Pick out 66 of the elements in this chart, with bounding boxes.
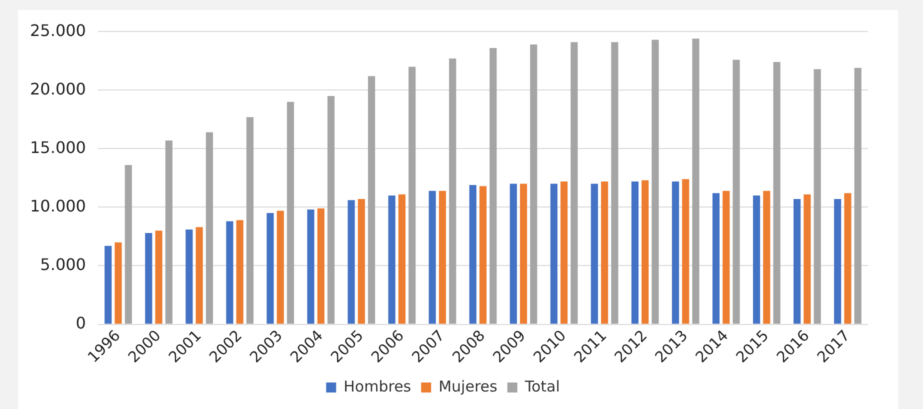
bar — [276, 210, 284, 324]
bar — [652, 40, 659, 324]
bar — [307, 210, 314, 324]
bar — [236, 220, 244, 324]
bar — [317, 208, 324, 324]
bar — [642, 180, 649, 324]
bar — [732, 60, 740, 324]
bar — [196, 227, 203, 324]
bar — [834, 199, 842, 324]
bar — [753, 196, 760, 324]
bar — [490, 48, 497, 324]
bar — [398, 194, 406, 324]
y-tick-label: 10.000 — [30, 196, 86, 216]
bar — [682, 179, 690, 324]
legend-label: Total — [524, 377, 560, 396]
bar — [428, 190, 436, 324]
bar — [358, 199, 365, 324]
bar — [155, 230, 162, 324]
bar — [246, 117, 254, 324]
bar — [165, 140, 172, 324]
bar — [804, 194, 811, 324]
y-tick-label: 25.000 — [30, 20, 86, 40]
y-tick-label: 15.000 — [30, 138, 86, 157]
bar — [104, 246, 112, 324]
bar — [814, 69, 821, 324]
bar — [114, 242, 122, 324]
bar — [611, 42, 618, 324]
bar — [560, 181, 568, 324]
bar — [145, 232, 152, 324]
bar — [692, 38, 700, 324]
bar — [449, 58, 456, 324]
bar — [124, 165, 132, 324]
bar — [266, 213, 274, 324]
bar — [631, 181, 639, 324]
y-tick-label: 0 — [76, 313, 86, 332]
bar — [570, 42, 578, 324]
bar — [388, 196, 396, 324]
bar — [186, 229, 193, 324]
bar — [348, 200, 355, 324]
bar — [469, 184, 476, 324]
bar — [590, 184, 598, 324]
y-tick-label: 5.000 — [40, 254, 86, 274]
bar — [226, 221, 234, 324]
bar — [854, 68, 862, 324]
bar — [773, 62, 780, 324]
bar — [510, 184, 517, 324]
bar — [408, 66, 416, 324]
bar — [601, 181, 608, 324]
bar — [672, 181, 680, 324]
bar — [844, 193, 852, 324]
bar — [438, 190, 446, 324]
bar — [286, 102, 294, 324]
bar — [763, 190, 770, 324]
legend-label: Hombres — [344, 377, 412, 396]
bar — [722, 190, 730, 324]
legend-label: Mujeres — [438, 377, 498, 396]
bar — [550, 184, 558, 324]
bar — [520, 184, 528, 324]
bar — [368, 76, 376, 324]
bar — [206, 132, 213, 324]
y-tick-label: 20.000 — [30, 79, 86, 98]
bar — [479, 186, 487, 324]
bar — [530, 44, 538, 324]
bar — [327, 96, 335, 324]
bar — [712, 193, 720, 324]
bar — [794, 199, 801, 324]
